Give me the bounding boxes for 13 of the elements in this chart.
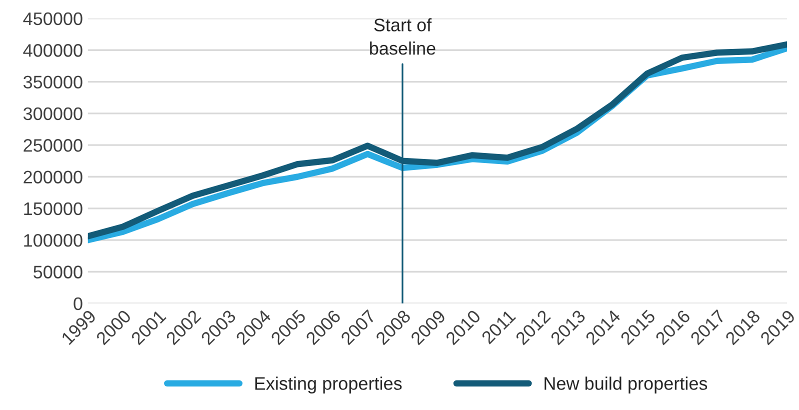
y-tick-label: 250000 xyxy=(24,139,82,152)
ref-line-label: Start of baseline xyxy=(370,18,436,55)
legend-label: New build properties xyxy=(544,376,708,394)
y-tick-label: 0 xyxy=(74,297,82,310)
y-tick-label: 150000 xyxy=(24,202,82,216)
y-tick-label: 350000 xyxy=(23,76,82,88)
y-tick-label: 300000 xyxy=(23,107,82,120)
legend-label: Existing properties xyxy=(255,376,402,394)
y-tick-label: 200000 xyxy=(24,170,82,184)
y-tick-label: 450000 xyxy=(23,12,82,26)
y-tick-label: 400000 xyxy=(23,44,82,57)
y-tick-label: 100000 xyxy=(24,234,82,247)
y-tick-label: 50000 xyxy=(34,266,82,278)
